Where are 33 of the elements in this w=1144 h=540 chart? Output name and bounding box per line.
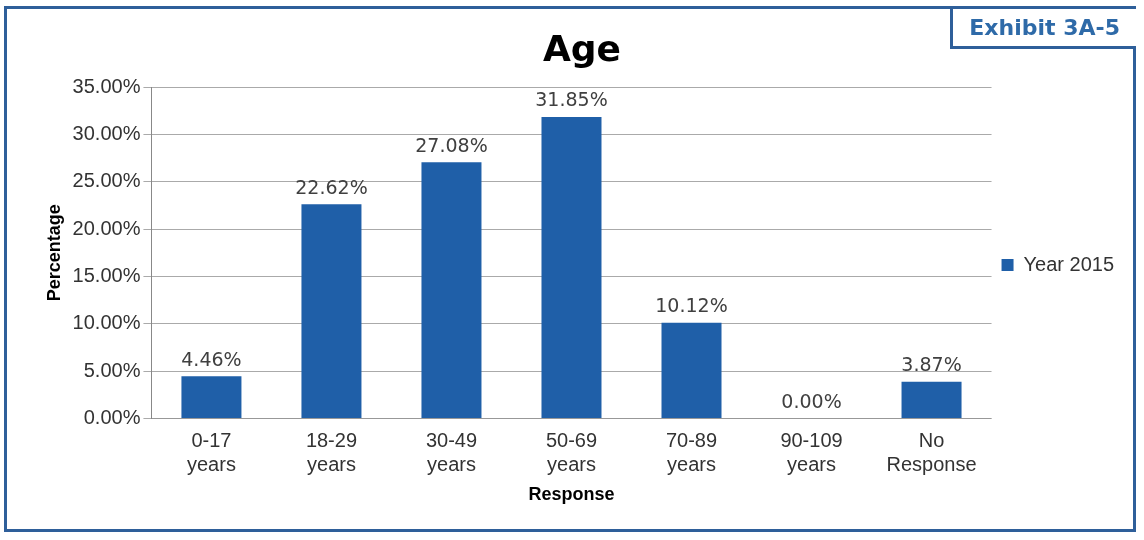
- legend-label: Year 2015: [1023, 252, 1115, 275]
- y-tick-label: 10.00%: [72, 311, 141, 334]
- bar: [661, 322, 722, 418]
- x-tick-label: 18-29 years: [305, 428, 358, 475]
- y-tick-label: 5.00%: [83, 358, 141, 381]
- bar: [181, 376, 242, 418]
- x-tick-label: 90-109 years: [780, 428, 843, 475]
- data-label: 31.85%: [535, 88, 608, 111]
- data-label: 0.00%: [781, 389, 842, 412]
- y-tick-label: 20.00%: [72, 216, 141, 239]
- x-tick-label: No Response: [886, 428, 977, 475]
- data-label: 3.87%: [901, 353, 962, 376]
- bar: [901, 381, 962, 418]
- y-tick-label: 15.00%: [72, 263, 141, 286]
- y-axis-title: Percentage: [43, 204, 64, 302]
- bar: [301, 204, 362, 418]
- y-tick-label: 0.00%: [83, 405, 141, 428]
- y-tick-label: 35.00%: [72, 74, 141, 97]
- bar: [541, 117, 602, 418]
- x-tick-label: 30-49 years: [425, 428, 478, 475]
- data-label: 4.46%: [181, 347, 242, 370]
- x-tick-label: 50-69 years: [545, 428, 598, 475]
- y-tick-label: 30.00%: [72, 122, 141, 145]
- x-tick-label: 0-17 years: [186, 428, 236, 475]
- x-axis-title: Response: [528, 484, 615, 505]
- x-tick-label: 70-89 years: [665, 428, 718, 475]
- data-label: 22.62%: [295, 175, 368, 198]
- text: Exhibit 3A-5: [950, 9, 1136, 49]
- y-tick-label: 25.00%: [72, 169, 141, 192]
- data-label: 27.08%: [415, 133, 488, 156]
- data-label: 10.12%: [655, 294, 728, 317]
- chart-title: Age: [542, 27, 622, 69]
- bar: [421, 162, 482, 418]
